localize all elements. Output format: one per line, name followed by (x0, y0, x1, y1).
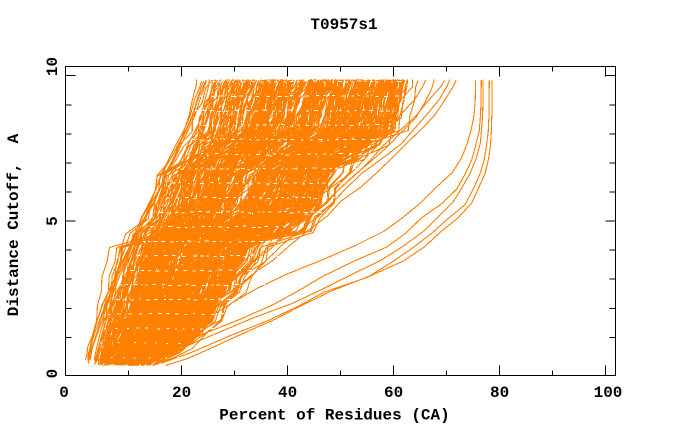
svg-text:Distance Cutoff, A: Distance Cutoff, A (5, 133, 23, 316)
svg-text:0: 0 (44, 369, 62, 379)
svg-text:20: 20 (172, 384, 191, 402)
svg-text:T0957s1: T0957s1 (310, 16, 377, 34)
svg-text:80: 80 (490, 384, 509, 402)
svg-text:Percent of Residues (CA): Percent of Residues (CA) (219, 407, 449, 425)
svg-text:40: 40 (278, 384, 297, 402)
svg-text:0: 0 (59, 384, 69, 402)
svg-text:10: 10 (44, 57, 62, 76)
svg-text:5: 5 (44, 216, 62, 226)
svg-text:100: 100 (594, 384, 623, 402)
svg-text:60: 60 (384, 384, 403, 402)
